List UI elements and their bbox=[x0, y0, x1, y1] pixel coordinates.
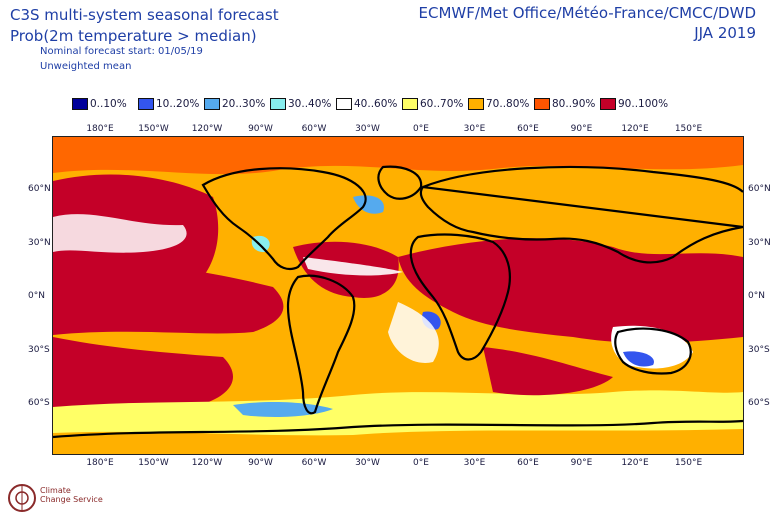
color-legend: 0..10% 10..20% 20..30% 30..40% 40..60% 60..70… bbox=[72, 96, 672, 112]
legend-item: 20..30% bbox=[204, 98, 270, 110]
legend-label: 10..20% bbox=[156, 98, 200, 110]
longitude-tick-label: 120°E bbox=[621, 124, 649, 134]
legend-item: 70..80% bbox=[468, 98, 534, 110]
longitude-tick-label: 90°W bbox=[248, 458, 273, 468]
coastlines bbox=[53, 165, 743, 439]
legend-item: 80..90% bbox=[534, 98, 600, 110]
legend-item: 60..70% bbox=[402, 98, 468, 110]
mean-type: Unweighted mean bbox=[40, 61, 132, 72]
legend-swatch bbox=[534, 98, 550, 110]
map-title: C3S multi-system seasonal forecast bbox=[10, 6, 279, 24]
longitude-tick-label: 120°E bbox=[621, 458, 649, 468]
east-pacific-neutral bbox=[303, 257, 403, 276]
centres-label: ECMWF/Met Office/Météo-France/CMCC/DWD bbox=[418, 4, 757, 22]
australia-outline bbox=[614, 327, 692, 375]
antarctica-outline bbox=[53, 419, 743, 439]
eurasia-outline bbox=[419, 165, 743, 264]
south-america-outline bbox=[286, 274, 356, 415]
latitude-tick-label: 60°S bbox=[28, 398, 50, 408]
legend-item: 0..10% bbox=[72, 98, 138, 110]
south-atlantic-neutral bbox=[388, 302, 439, 363]
latitude-tick-label: 30°N bbox=[748, 238, 771, 248]
arctic-band bbox=[53, 137, 743, 175]
legend-item: 40..60% bbox=[336, 98, 402, 110]
longitude-tick-label: 90°E bbox=[570, 124, 593, 134]
legend-label: 60..70% bbox=[420, 98, 464, 110]
longitude-tick-label: 120°W bbox=[191, 124, 223, 134]
africa-outline bbox=[409, 233, 511, 361]
south-indian-warm bbox=[483, 347, 613, 396]
legend-swatch bbox=[402, 98, 418, 110]
longitude-tick-label: 150°E bbox=[674, 458, 703, 468]
longitude-tick-label: 30°E bbox=[463, 124, 486, 134]
legend-item: 90..100% bbox=[600, 98, 672, 110]
map-subtitle: Prob(2m temperature > median) bbox=[10, 27, 257, 45]
logo-text-line1: Climate bbox=[40, 486, 71, 495]
pacific-neutral-band bbox=[53, 214, 187, 253]
latitude-tick-label: 60°N bbox=[748, 184, 771, 194]
legend-label: 90..100% bbox=[618, 98, 669, 110]
legend-label: 70..80% bbox=[486, 98, 530, 110]
latitude-tick-label: 60°S bbox=[748, 398, 770, 408]
legend-swatch bbox=[336, 98, 352, 110]
longitude-tick-label: 60°E bbox=[517, 458, 539, 468]
forecast-map bbox=[52, 136, 744, 455]
longitude-tick-label: 60°E bbox=[517, 124, 539, 134]
legend-item: 10..20% bbox=[138, 98, 204, 110]
legend-swatch bbox=[204, 98, 220, 110]
longitude-tick-label: 120°W bbox=[191, 458, 223, 468]
latitude-tick-label: 30°S bbox=[28, 345, 50, 355]
legend-swatch bbox=[600, 98, 616, 110]
legend-item: 30..40% bbox=[270, 98, 336, 110]
longitude-tick-label: 90°W bbox=[248, 124, 273, 134]
greenland-outline bbox=[377, 165, 423, 200]
south-atlantic-cool bbox=[233, 402, 333, 417]
copernicus-logo bbox=[8, 484, 36, 512]
south-pacific-warm bbox=[53, 337, 233, 409]
africa-indian-warm bbox=[398, 238, 743, 343]
longitude-tick-label: 180°E bbox=[86, 124, 114, 134]
longitude-tick-label: 90°E bbox=[570, 458, 593, 468]
latitude-tick-label: 0°N bbox=[28, 291, 45, 301]
latitude-tick-label: 30°N bbox=[28, 238, 51, 248]
longitude-tick-label: 150°W bbox=[138, 124, 169, 134]
equatorial-pacific-warm bbox=[53, 263, 284, 335]
season-label: JJA 2019 bbox=[694, 24, 756, 42]
longitude-tick-label: 30°W bbox=[355, 124, 380, 134]
longitude-tick-label: 150°E bbox=[674, 124, 703, 134]
legend-swatch bbox=[270, 98, 286, 110]
longitude-tick-label: 150°W bbox=[138, 458, 169, 468]
longitude-tick-label: 60°W bbox=[301, 124, 327, 134]
longitude-tick-label: 30°W bbox=[355, 458, 380, 468]
legend-swatch bbox=[468, 98, 484, 110]
longitude-tick-label: 60°W bbox=[301, 458, 327, 468]
australia-cool bbox=[623, 351, 654, 367]
longitude-tick-label: 0°E bbox=[413, 124, 429, 134]
logo-text: Climate Change Service bbox=[40, 486, 103, 504]
legend-label: 80..90% bbox=[552, 98, 596, 110]
latitude-tick-label: 30°S bbox=[748, 345, 770, 355]
logo-text-line2: Change Service bbox=[40, 495, 103, 504]
latitude-tick-label: 0°N bbox=[748, 291, 765, 301]
longitude-tick-label: 30°E bbox=[463, 458, 486, 468]
legend-swatch bbox=[138, 98, 154, 110]
legend-label: 30..40% bbox=[288, 98, 332, 110]
longitude-tick-label: 180°E bbox=[86, 458, 114, 468]
legend-label: 0..10% bbox=[90, 98, 127, 110]
legend-label: 20..30% bbox=[222, 98, 266, 110]
north-america-outline bbox=[201, 167, 367, 271]
longitude-tick-label: 0°E bbox=[413, 458, 429, 468]
forecast-start: Nominal forecast start: 01/05/19 bbox=[40, 46, 203, 57]
north-atlantic-cool bbox=[353, 195, 384, 214]
southern-ocean-band bbox=[53, 390, 743, 427]
legend-label: 40..60% bbox=[354, 98, 398, 110]
latitude-tick-label: 60°N bbox=[28, 184, 51, 194]
map-svg bbox=[53, 137, 743, 454]
legend-swatch bbox=[72, 98, 88, 110]
